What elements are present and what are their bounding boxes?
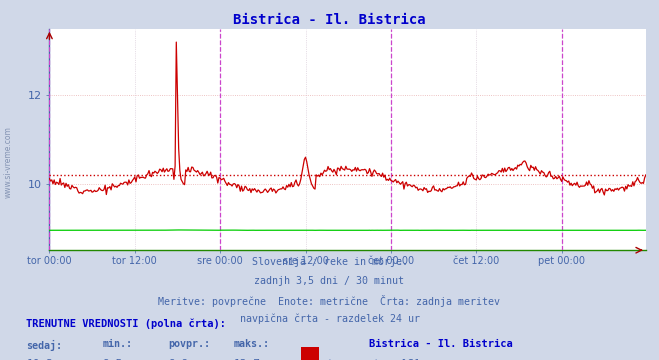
Text: 13,7: 13,7 bbox=[234, 359, 261, 360]
Text: 9,9: 9,9 bbox=[168, 359, 188, 360]
Text: Bistrica - Il. Bistrica: Bistrica - Il. Bistrica bbox=[369, 339, 513, 350]
Text: povpr.:: povpr.: bbox=[168, 339, 210, 350]
Text: Slovenija / reke in morje.: Slovenija / reke in morje. bbox=[252, 257, 407, 267]
Text: navpična črta - razdelek 24 ur: navpična črta - razdelek 24 ur bbox=[239, 314, 420, 324]
Text: www.si-vreme.com: www.si-vreme.com bbox=[3, 126, 13, 198]
Text: sedaj:: sedaj: bbox=[26, 339, 63, 351]
Text: 9,5: 9,5 bbox=[102, 359, 123, 360]
Text: temperatura[C]: temperatura[C] bbox=[326, 359, 420, 360]
Text: 10,2: 10,2 bbox=[26, 359, 53, 360]
Text: Bistrica - Il. Bistrica: Bistrica - Il. Bistrica bbox=[233, 13, 426, 27]
Text: TRENUTNE VREDNOSTI (polna črta):: TRENUTNE VREDNOSTI (polna črta): bbox=[26, 319, 226, 329]
Text: zadnjh 3,5 dni / 30 minut: zadnjh 3,5 dni / 30 minut bbox=[254, 276, 405, 286]
Text: maks.:: maks.: bbox=[234, 339, 270, 350]
Text: min.:: min.: bbox=[102, 339, 132, 350]
Text: Meritve: povprečne  Enote: metrične  Črta: zadnja meritev: Meritve: povprečne Enote: metrične Črta:… bbox=[159, 295, 500, 307]
